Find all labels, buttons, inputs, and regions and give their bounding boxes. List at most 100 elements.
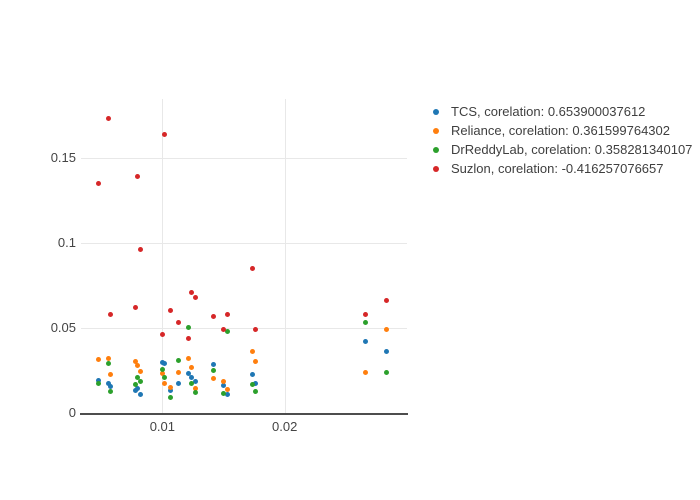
data-point-drreddylab[interactable] bbox=[175, 358, 181, 364]
legend-marker-suzlon-icon bbox=[433, 165, 439, 172]
data-point-reliance[interactable] bbox=[159, 371, 165, 377]
data-point-reliance[interactable] bbox=[221, 379, 226, 385]
data-point-suzlon[interactable] bbox=[106, 116, 112, 122]
data-point-tcs[interactable] bbox=[175, 381, 181, 387]
data-point-drreddylab[interactable] bbox=[137, 379, 143, 385]
data-point-reliance[interactable] bbox=[362, 369, 368, 375]
data-point-reliance[interactable] bbox=[135, 363, 141, 369]
data-point-tcs[interactable] bbox=[252, 381, 258, 387]
data-point-tcs[interactable] bbox=[250, 372, 256, 378]
data-point-drreddylab[interactable] bbox=[168, 394, 174, 400]
data-point-drreddylab[interactable] bbox=[224, 328, 230, 334]
data-point-drreddylab[interactable] bbox=[252, 389, 258, 395]
legend-label-drreddylab: DrReddyLab, corelation: 0.358281340107 bbox=[451, 142, 693, 157]
data-point-reliance[interactable] bbox=[224, 386, 230, 392]
legend-label-tcs: TCS, corelation: 0.653900037612 bbox=[451, 104, 646, 119]
data-point-reliance[interactable] bbox=[162, 381, 168, 387]
data-point-suzlon[interactable] bbox=[250, 265, 256, 271]
data-point-reliance[interactable] bbox=[252, 359, 258, 365]
h-gridline bbox=[81, 243, 407, 244]
data-point-suzlon[interactable] bbox=[221, 327, 226, 333]
data-point-drreddylab[interactable] bbox=[383, 369, 389, 375]
data-point-drreddylab[interactable] bbox=[185, 324, 191, 330]
data-point-suzlon[interactable] bbox=[362, 311, 368, 317]
data-point-drreddylab[interactable] bbox=[159, 367, 165, 373]
legend-item-tcs[interactable]: TCS, corelation: 0.653900037612 bbox=[433, 102, 692, 121]
data-point-tcs[interactable] bbox=[96, 378, 102, 384]
data-point-drreddylab[interactable] bbox=[362, 320, 368, 326]
data-point-suzlon[interactable] bbox=[162, 131, 168, 137]
data-point-drreddylab[interactable] bbox=[162, 375, 168, 381]
legend-item-reliance[interactable]: Reliance, corelation: 0.361599764302 bbox=[433, 121, 692, 140]
data-point-drreddylab[interactable] bbox=[221, 390, 226, 396]
data-point-drreddylab[interactable] bbox=[108, 389, 114, 395]
data-point-drreddylab[interactable] bbox=[211, 367, 217, 373]
data-point-tcs[interactable] bbox=[168, 387, 174, 393]
legend-label-reliance: Reliance, corelation: 0.361599764302 bbox=[451, 123, 671, 138]
data-point-suzlon[interactable] bbox=[224, 311, 230, 317]
data-point-suzlon[interactable] bbox=[96, 180, 102, 186]
data-point-reliance[interactable] bbox=[108, 371, 114, 377]
data-point-drreddylab[interactable] bbox=[189, 381, 195, 387]
legend-marker-tcs-icon bbox=[433, 108, 439, 115]
legend-marker-reliance-icon bbox=[433, 127, 439, 134]
data-point-reliance[interactable] bbox=[132, 358, 138, 364]
data-point-reliance[interactable] bbox=[106, 356, 112, 362]
data-point-suzlon[interactable] bbox=[137, 247, 143, 253]
data-point-tcs[interactable] bbox=[185, 370, 191, 376]
data-point-tcs[interactable] bbox=[135, 385, 141, 391]
data-point-tcs[interactable] bbox=[383, 349, 389, 355]
legend-marker-drreddylab-icon bbox=[433, 146, 439, 153]
data-point-suzlon[interactable] bbox=[175, 320, 181, 326]
y-tick-label: 0.05 bbox=[50, 319, 76, 335]
data-point-tcs[interactable] bbox=[189, 375, 195, 381]
data-point-reliance[interactable] bbox=[189, 365, 195, 371]
data-point-suzlon[interactable] bbox=[383, 298, 389, 304]
data-point-tcs[interactable] bbox=[137, 391, 143, 397]
data-point-tcs[interactable] bbox=[362, 339, 368, 345]
data-point-reliance[interactable] bbox=[175, 369, 181, 375]
data-point-tcs[interactable] bbox=[224, 392, 230, 398]
y-tick-label: 0 bbox=[68, 405, 76, 420]
data-point-suzlon[interactable] bbox=[135, 174, 141, 180]
data-point-reliance[interactable] bbox=[250, 349, 256, 355]
y-tick-label: 0.15 bbox=[50, 149, 76, 165]
data-point-suzlon[interactable] bbox=[252, 327, 258, 333]
data-point-drreddylab[interactable] bbox=[132, 381, 138, 387]
data-point-tcs[interactable] bbox=[106, 380, 112, 386]
x-axis-line bbox=[80, 413, 408, 415]
data-point-drreddylab[interactable] bbox=[96, 380, 102, 386]
data-point-suzlon[interactable] bbox=[192, 294, 198, 300]
data-point-suzlon[interactable] bbox=[108, 311, 114, 317]
h-gridline bbox=[81, 158, 407, 159]
data-point-tcs[interactable] bbox=[162, 361, 168, 367]
data-point-reliance[interactable] bbox=[383, 327, 389, 333]
legend-item-drreddylab[interactable]: DrReddyLab, corelation: 0.358281340107 bbox=[433, 140, 692, 159]
data-point-tcs[interactable] bbox=[108, 383, 114, 389]
data-point-reliance[interactable] bbox=[137, 369, 143, 375]
data-point-suzlon[interactable] bbox=[132, 305, 138, 311]
data-point-reliance[interactable] bbox=[168, 384, 174, 390]
legend-item-suzlon[interactable]: Suzlon, corelation: -0.416257076657 bbox=[433, 159, 692, 178]
data-point-reliance[interactable] bbox=[211, 376, 217, 382]
data-point-tcs[interactable] bbox=[211, 362, 217, 368]
data-point-tcs[interactable] bbox=[192, 379, 198, 385]
data-point-reliance[interactable] bbox=[192, 385, 198, 391]
h-gridline bbox=[81, 328, 407, 329]
data-point-suzlon[interactable] bbox=[168, 308, 174, 314]
data-point-suzlon[interactable] bbox=[159, 332, 165, 338]
data-point-tcs[interactable] bbox=[221, 382, 226, 388]
data-point-reliance[interactable] bbox=[96, 357, 102, 363]
data-point-drreddylab[interactable] bbox=[106, 361, 112, 367]
data-point-drreddylab[interactable] bbox=[250, 381, 256, 387]
data-point-suzlon[interactable] bbox=[189, 289, 195, 295]
x-tick-label: 0.01 bbox=[149, 419, 175, 434]
data-point-suzlon[interactable] bbox=[185, 335, 191, 341]
data-point-drreddylab[interactable] bbox=[192, 390, 198, 396]
data-point-reliance[interactable] bbox=[185, 356, 191, 362]
data-point-suzlon[interactable] bbox=[211, 313, 217, 319]
y-tick-label: 0.1 bbox=[57, 234, 76, 250]
data-point-drreddylab[interactable] bbox=[135, 375, 141, 381]
v-gridline bbox=[162, 99, 163, 413]
